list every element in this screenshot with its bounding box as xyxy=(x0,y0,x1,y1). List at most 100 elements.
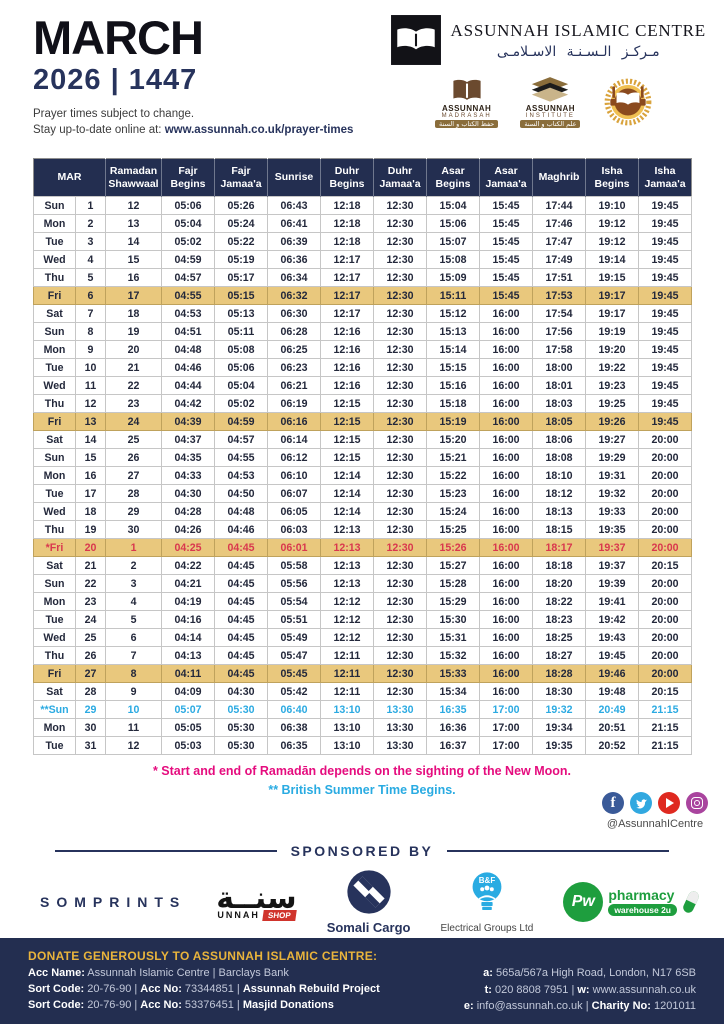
col-header: Fajr Jamaa'a xyxy=(214,158,269,197)
time-cell: 06:40 xyxy=(267,700,322,719)
ramadan-cell: 24 xyxy=(105,412,163,431)
emblem-logo-icon xyxy=(605,78,652,126)
youtube-icon[interactable] xyxy=(658,792,680,814)
time-cell: 16:00 xyxy=(479,538,534,557)
day-cell: Thu xyxy=(33,646,76,665)
twitter-icon[interactable] xyxy=(630,792,652,814)
time-cell: 15:33 xyxy=(426,664,481,683)
time-cell: 12:30 xyxy=(373,196,428,215)
table-row: Thu 26 7 04:13 04:45 05:47 12:11 12:30 15:32 16:0… xyxy=(33,646,693,665)
time-cell: 12:30 xyxy=(373,520,428,539)
time-cell: 12:30 xyxy=(373,430,428,449)
time-cell: 12:11 xyxy=(320,682,375,701)
time-cell: 05:11 xyxy=(214,322,269,341)
time-cell: 05:17 xyxy=(214,268,269,287)
time-cell: 15:12 xyxy=(426,304,481,323)
date-cell: 31 xyxy=(74,736,107,755)
time-cell: 12:13 xyxy=(320,556,375,575)
table-row: Sun 22 3 04:21 04:45 05:56 12:13 12:30 15:28 16:0… xyxy=(33,574,693,593)
time-cell: 04:57 xyxy=(161,268,216,287)
table-row: Wed 18 29 04:28 04:48 06:05 12:14 12:30 15:24 16:… xyxy=(33,502,693,521)
time-cell: 19:17 xyxy=(585,286,640,305)
time-cell: 15:20 xyxy=(426,430,481,449)
time-cell: 12:16 xyxy=(320,358,375,377)
time-cell: 15:16 xyxy=(426,376,481,395)
time-cell: 15:27 xyxy=(426,556,481,575)
time-cell: 12:30 xyxy=(373,610,428,629)
time-cell: 19:45 xyxy=(638,196,693,215)
date-cell: 28 xyxy=(74,682,107,701)
day-cell: Thu xyxy=(33,520,76,539)
time-cell: 05:06 xyxy=(214,358,269,377)
time-cell: 04:45 xyxy=(214,628,269,647)
time-cell: 15:14 xyxy=(426,340,481,359)
time-cell: 05:47 xyxy=(267,646,322,665)
bf-electrical-label: Electrical Groups Ltd xyxy=(440,923,534,934)
time-cell: 15:45 xyxy=(479,196,534,215)
time-cell: 19:27 xyxy=(585,430,640,449)
instagram-icon[interactable] xyxy=(686,792,708,814)
ramadan-cell: 9 xyxy=(105,682,163,701)
ramadan-cell: 8 xyxy=(105,664,163,683)
time-cell: 06:41 xyxy=(267,214,322,233)
date-cell: 11 xyxy=(74,376,107,395)
time-cell: 18:27 xyxy=(532,646,587,665)
time-cell: 19:22 xyxy=(585,358,640,377)
day-cell: Fri xyxy=(33,412,76,431)
time-cell: 19:45 xyxy=(638,268,693,287)
date-cell: 19 xyxy=(74,520,107,539)
time-cell: 12:30 xyxy=(373,322,428,341)
prayer-times-link[interactable]: www.assunnah.co.uk/prayer-times xyxy=(164,124,354,137)
prayer-table-head: MAR Ramadan Shawwaal Fajr Begins Fajr Jamaa… xyxy=(33,158,692,197)
time-cell: 12:30 xyxy=(373,592,428,611)
time-cell: 15:30 xyxy=(426,610,481,629)
time-cell: 12:11 xyxy=(320,664,375,683)
time-cell: 16:00 xyxy=(479,340,534,359)
time-cell: 18:30 xyxy=(532,682,587,701)
time-cell: 04:46 xyxy=(214,520,269,539)
date-cell: 29 xyxy=(74,700,107,719)
ramadan-cell: 27 xyxy=(105,466,163,485)
footer-left: DONATE GENEROUSLY TO ASSUNNAH ISLAMIC CE… xyxy=(28,949,380,1013)
time-cell: 06:05 xyxy=(267,502,322,521)
day-cell: Sun xyxy=(33,196,76,215)
day-cell: Mon xyxy=(33,466,76,485)
time-cell: 12:30 xyxy=(373,268,428,287)
time-cell: 04:14 xyxy=(161,628,216,647)
date-cell: 24 xyxy=(74,610,107,629)
institute-line3: علم الكتاب و السنة xyxy=(520,120,581,128)
footer-phone-web-line: t: 020 8808 7951 | w: www.assunnah.co.uk xyxy=(484,983,696,996)
time-cell: 06:38 xyxy=(267,718,322,737)
ramadan-cell: 3 xyxy=(105,574,163,593)
time-cell: 20:00 xyxy=(638,538,693,557)
sunnah-shop-logo: سنــة UNNAH SHOP xyxy=(216,883,297,921)
time-cell: 12:12 xyxy=(320,610,375,629)
time-cell: 15:06 xyxy=(426,214,481,233)
time-cell: 05:15 xyxy=(214,286,269,305)
time-cell: 05:02 xyxy=(214,394,269,413)
time-cell: 04:44 xyxy=(161,376,216,395)
time-cell: 04:51 xyxy=(161,322,216,341)
brand-name-english: ASSUNNAH ISLAMIC CENTRE xyxy=(450,20,706,40)
ramadan-cell: 10 xyxy=(105,700,163,719)
sunnah-shop-badge: SHOP xyxy=(262,909,297,921)
time-cell: 06:19 xyxy=(267,394,322,413)
ramadan-cell: 29 xyxy=(105,502,163,521)
time-cell: 16:00 xyxy=(479,430,534,449)
ramadan-cell: 30 xyxy=(105,520,163,539)
facebook-icon[interactable]: f xyxy=(602,792,624,814)
time-cell: 19:12 xyxy=(585,232,640,251)
time-cell: 04:33 xyxy=(161,466,216,485)
day-cell: Tue xyxy=(33,610,76,629)
pharmacy-logo: Pw pharmacy warehouse 2u xyxy=(563,882,700,922)
day-cell: Sat xyxy=(33,682,76,701)
time-cell: 20:00 xyxy=(638,610,693,629)
institute-line1: ASSUNNAH xyxy=(525,104,576,113)
date-cell: 14 xyxy=(74,430,107,449)
day-cell: Tue xyxy=(33,232,76,251)
time-cell: 12:30 xyxy=(373,358,428,377)
ramadan-cell: 15 xyxy=(105,250,163,269)
time-cell: 19:12 xyxy=(585,214,640,233)
ramadan-cell: 25 xyxy=(105,430,163,449)
institute-logo: ASSUNNAH INSTITUTE علم الكتاب و السنة xyxy=(520,76,581,128)
